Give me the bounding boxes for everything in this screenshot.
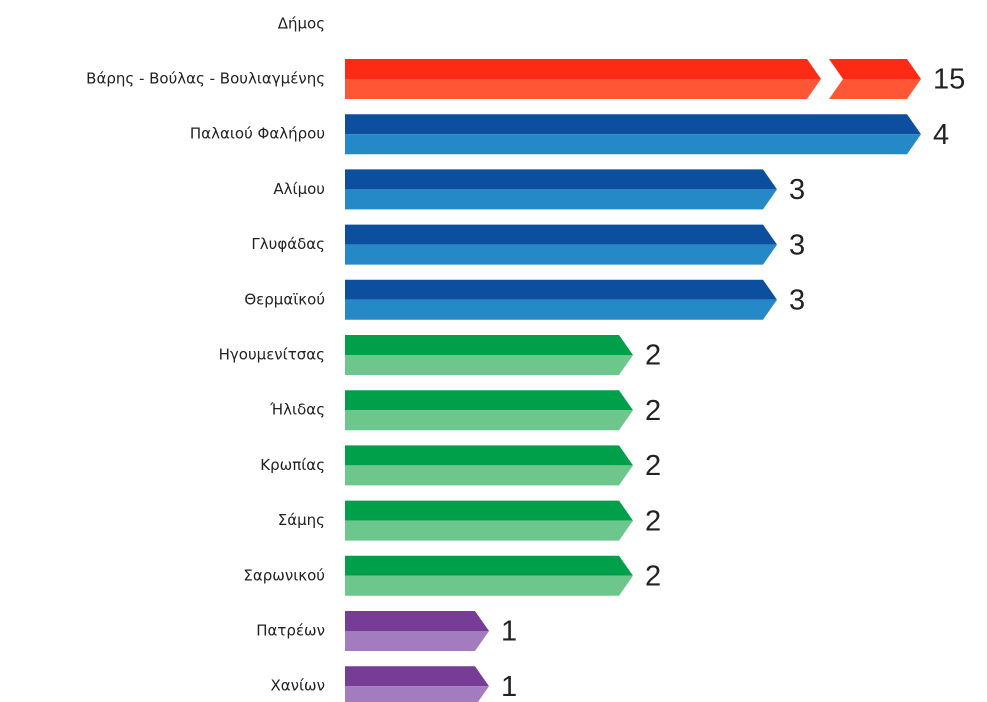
category-label: Γλυφάδας [251,235,325,253]
category-label: Πατρέων [256,622,325,640]
bar-top [829,59,921,79]
bar-top [345,666,489,687]
bar-top [345,390,633,411]
value-label: 2 [645,505,661,537]
axis-title: Δήμος [278,15,325,33]
value-label: 1 [501,671,517,702]
category-label: Χανίων [270,677,325,695]
bar-bottom [829,79,921,99]
bar [345,224,777,265]
value-label: 2 [645,340,661,372]
category-label: Σαρωνικού [243,566,325,584]
bar-bottom [345,189,777,210]
bar-top [345,279,777,300]
category-label: Βάρης - Βούλας - Βουλιαγμένης [86,70,325,88]
bar-bottom [345,520,633,541]
category-label: Κρωπίας [260,456,325,474]
bar-bottom [345,575,633,596]
bar-top [345,59,821,79]
value-label: 3 [789,174,805,206]
bar-top [345,224,777,245]
category-label: Ήλιδας [269,401,325,419]
value-label: 4 [933,119,949,151]
bar-bottom [345,79,821,99]
bar-bottom [345,410,633,431]
bar-bottom [345,631,489,651]
value-label: 15 [933,64,965,96]
bar [345,114,921,155]
value-label: 3 [789,229,805,261]
bar-bottom [345,465,633,486]
bar-top [345,555,633,576]
category-label: Σάμης [278,511,325,529]
value-label: 1 [501,616,517,648]
bar [345,500,633,541]
bar-bottom [345,355,633,375]
bar [345,555,633,596]
bar [345,445,633,486]
value-label: 3 [789,284,805,316]
bar [345,279,777,320]
bar-top [345,114,921,135]
bar-bottom [345,299,777,320]
bar-top [345,500,633,521]
value-label: 2 [645,395,661,427]
bar-bottom [345,686,489,702]
bar [345,390,633,431]
bar [345,169,777,210]
category-label: Θερμαϊκού [244,290,325,308]
bar [345,335,633,375]
bar [345,59,921,99]
bar [345,611,489,651]
category-label: Ηγουμενίτσας [219,346,325,364]
bar-top [345,445,633,466]
bar-bottom [345,134,921,155]
bar-top [345,335,633,355]
bar [345,666,489,702]
category-label: Αλίμου [273,180,325,198]
bar-bottom [345,244,777,265]
category-label: Παλαιού Φαλήρου [190,125,325,143]
value-label: 2 [645,450,661,482]
bar-top [345,611,489,631]
bar-top [345,169,777,190]
value-label: 2 [645,560,661,592]
